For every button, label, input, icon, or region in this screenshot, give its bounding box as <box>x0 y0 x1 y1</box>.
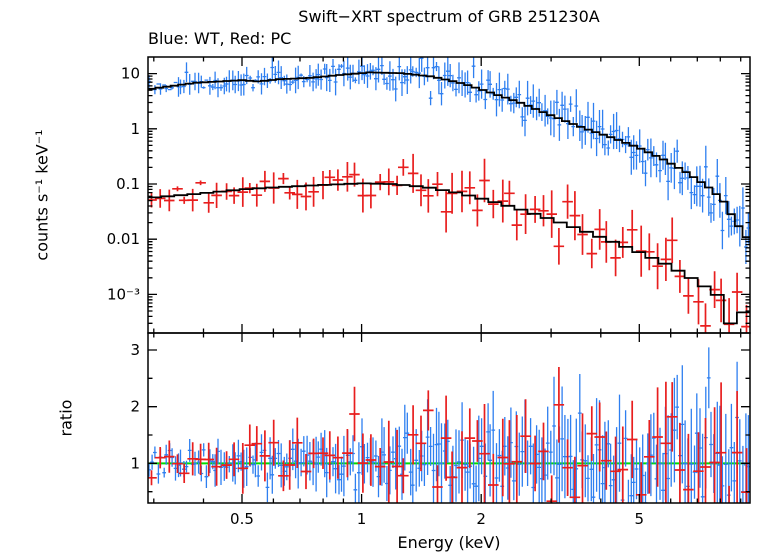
tick-label: 5 <box>634 510 644 528</box>
chart-legend-subtitle: Blue: WT, Red: PC <box>148 29 292 48</box>
tick-label: 10 <box>121 65 140 83</box>
tick-label: 0.1 <box>116 175 140 193</box>
x-axis-label: Energy (keV) <box>397 533 501 552</box>
model-wt <box>148 71 750 238</box>
tick-label: 2 <box>130 398 140 416</box>
tick-label: 1 <box>357 510 367 528</box>
tick-label: 10⁻³ <box>107 285 140 303</box>
axes <box>147 56 751 504</box>
tick-label: 0.5 <box>230 510 254 528</box>
model-pc <box>148 182 750 325</box>
series-pc-points <box>148 153 750 333</box>
tick-label: 2 <box>476 510 486 528</box>
ratio-panel-data <box>148 347 750 503</box>
chart-title: Swift−XRT spectrum of GRB 251230A <box>298 7 600 26</box>
series-wt-points <box>148 57 750 264</box>
tick-label: 1 <box>130 120 140 138</box>
tick-label: 3 <box>130 341 140 359</box>
top-panel-data <box>148 57 750 333</box>
tick-label: 1 <box>130 454 140 472</box>
tick-label: 0.01 <box>107 230 140 248</box>
tick-marks <box>148 57 750 503</box>
